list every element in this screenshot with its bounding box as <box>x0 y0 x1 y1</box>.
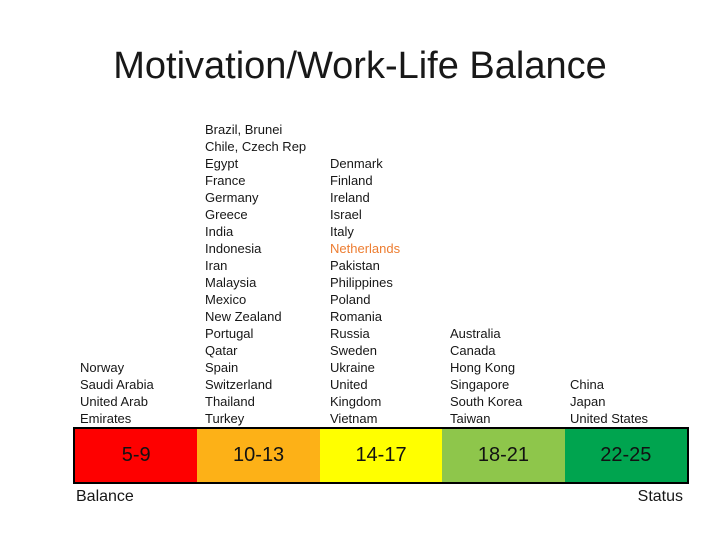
country-label: Vietnam <box>330 411 378 426</box>
country-label: Sweden <box>330 343 377 358</box>
country-label: Greece <box>205 207 248 222</box>
country-label: Iran <box>205 258 228 273</box>
country-label: Taiwan <box>450 411 491 426</box>
country-label: Spain <box>205 360 239 375</box>
country-label: Egypt <box>205 156 239 171</box>
country-label: India <box>205 224 234 239</box>
country-label: Mexico <box>205 292 247 307</box>
scale-segment-label: 14-17 <box>355 444 407 466</box>
scale-segment-label: 18-21 <box>477 444 529 466</box>
status-end-label: Status <box>637 488 683 505</box>
country-column-band-22-25: China Japan United States <box>570 376 648 427</box>
country-label: Germany <box>205 190 259 205</box>
country-label: Thailand <box>205 394 255 409</box>
country-column-band-18-21: Australia Canada Hong Kong Singapore South K… <box>450 325 522 427</box>
country-label: Netherlands <box>330 241 401 256</box>
country-label: South Korea <box>450 394 523 409</box>
scale-segment-label: 10-13 <box>233 444 285 466</box>
scale-segment-18-21: 18-21 <box>442 429 565 482</box>
scale-segment-label: 5-9 <box>121 444 151 466</box>
country-label: Portugal <box>205 326 254 341</box>
country-label: United Arab <box>80 394 148 409</box>
country-label: Israel <box>330 207 362 222</box>
country-label: Singapore <box>450 377 510 392</box>
country-label: Indonesia <box>205 241 262 256</box>
country-label: Chile, Czech Rep <box>205 139 307 154</box>
country-label: United States <box>570 411 649 426</box>
country-label: China <box>570 377 604 392</box>
scale-segment-10-13: 10-13 <box>197 429 320 482</box>
balance-end-label: Balance <box>76 488 134 505</box>
score-scale-bar: 5-9 10-13 14-17 18-21 22-25 <box>73 427 689 484</box>
country-label: Malaysia <box>205 275 257 290</box>
country-label: Denmark <box>330 156 383 171</box>
country-label: Philippines <box>330 275 393 290</box>
country-label: Brazil, Brunei <box>205 122 283 137</box>
country-label: Australia <box>450 326 501 341</box>
country-label: Hong Kong <box>450 360 516 375</box>
country-label: Turkey <box>205 411 245 426</box>
country-label: Saudi Arabia <box>80 377 154 392</box>
country-label: France <box>205 173 246 188</box>
country-column-band-10-13: Brazil, Brunei Chile, Czech Rep Egypt Franc… <box>205 121 306 427</box>
scale-segment-14-17: 14-17 <box>319 429 443 482</box>
country-label: Switzerland <box>205 377 273 392</box>
country-label: Ireland <box>330 190 370 205</box>
country-label: Romania <box>330 309 383 324</box>
country-label: Pakistan <box>330 258 380 273</box>
scale-segment-22-25: 22-25 <box>564 429 688 482</box>
scale-segment-5-9: 5-9 <box>75 429 198 482</box>
country-label: Italy <box>330 224 354 239</box>
country-label: Poland <box>330 292 371 307</box>
country-label: Canada <box>450 343 496 358</box>
country-label: New Zealand <box>205 309 282 324</box>
country-label: Ukraine <box>330 360 375 375</box>
country-column-band-5-9: Norway Saudi Arabia United Arab Emirates <box>80 359 154 427</box>
scale-segment-label: 22-25 <box>600 444 652 466</box>
country-label: Kingdom <box>330 394 382 409</box>
country-label: Japan <box>570 394 606 409</box>
country-label: Qatar <box>205 343 238 358</box>
country-label: Finland <box>330 173 373 188</box>
slide-title: Motivation/Work-Life Balance <box>113 45 607 87</box>
country-label: United <box>330 377 368 392</box>
country-column-band-14-17: Denmark Finland Ireland Israel Italy Netherla… <box>330 155 400 427</box>
country-label: Russia <box>330 326 370 341</box>
country-label: Emirates <box>80 411 132 426</box>
country-label: Norway <box>80 360 125 375</box>
